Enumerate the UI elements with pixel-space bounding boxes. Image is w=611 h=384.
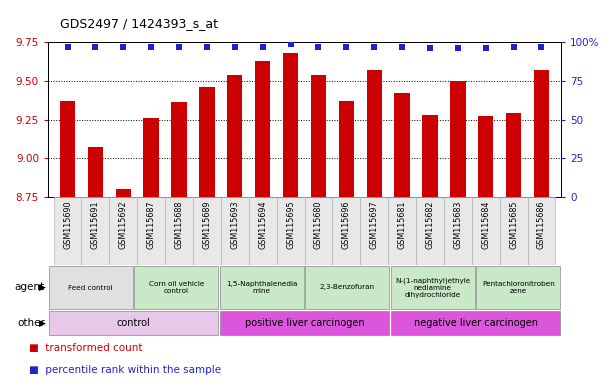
Text: GSM115688: GSM115688 xyxy=(175,200,183,249)
Text: GSM115687: GSM115687 xyxy=(147,200,156,249)
Bar xyxy=(478,116,494,384)
Bar xyxy=(367,70,382,384)
Point xyxy=(342,43,351,50)
Bar xyxy=(109,197,137,265)
Text: GSM115682: GSM115682 xyxy=(425,200,434,249)
Text: GSM115683: GSM115683 xyxy=(453,200,463,249)
Bar xyxy=(88,147,103,384)
Point xyxy=(146,43,156,50)
Text: GSM115685: GSM115685 xyxy=(509,200,518,249)
Point xyxy=(536,43,546,50)
Text: GSM115686: GSM115686 xyxy=(537,200,546,249)
Bar xyxy=(283,53,298,384)
Bar xyxy=(305,266,389,309)
Bar xyxy=(255,61,270,384)
Text: GSM115693: GSM115693 xyxy=(230,200,240,249)
Text: GSM115692: GSM115692 xyxy=(119,200,128,249)
Bar xyxy=(60,101,75,384)
Text: GSM115696: GSM115696 xyxy=(342,200,351,249)
Bar xyxy=(534,70,549,384)
Point xyxy=(369,43,379,50)
Bar xyxy=(388,197,416,265)
Bar xyxy=(422,115,437,384)
Text: GSM115684: GSM115684 xyxy=(481,200,490,249)
Bar xyxy=(444,197,472,265)
Bar xyxy=(137,197,165,265)
Text: control: control xyxy=(117,318,150,328)
Text: ▶: ▶ xyxy=(39,318,46,328)
Text: ■  transformed count: ■ transformed count xyxy=(29,343,142,353)
Bar xyxy=(360,197,388,265)
Text: agent: agent xyxy=(15,283,45,293)
Point xyxy=(174,43,184,50)
Text: GSM115690: GSM115690 xyxy=(63,200,72,249)
Bar xyxy=(277,197,304,265)
Point xyxy=(313,43,323,50)
Bar xyxy=(134,266,218,309)
Text: Corn oil vehicle
control: Corn oil vehicle control xyxy=(148,281,204,294)
Text: ■  percentile rank within the sample: ■ percentile rank within the sample xyxy=(29,365,221,375)
Text: N-(1-naphthyl)ethyle
nediamine
dihydrochloride: N-(1-naphthyl)ethyle nediamine dihydroch… xyxy=(395,277,470,298)
Text: 1,5-Naphthalenedia
mine: 1,5-Naphthalenedia mine xyxy=(226,281,298,294)
Bar xyxy=(81,197,109,265)
Bar xyxy=(219,266,304,309)
Text: GSM115680: GSM115680 xyxy=(314,200,323,249)
Bar xyxy=(390,311,560,336)
Bar xyxy=(48,311,218,336)
Bar xyxy=(311,74,326,384)
Bar xyxy=(165,197,193,265)
Point xyxy=(90,43,100,50)
Text: GSM115681: GSM115681 xyxy=(398,200,406,249)
Point xyxy=(286,40,296,46)
Bar xyxy=(171,103,187,384)
Bar xyxy=(476,266,560,309)
Bar xyxy=(416,197,444,265)
Bar xyxy=(395,93,410,384)
Bar xyxy=(199,87,214,384)
Text: 2,3-Benzofuran: 2,3-Benzofuran xyxy=(320,285,375,291)
Bar xyxy=(450,81,466,384)
Bar xyxy=(221,197,249,265)
Bar xyxy=(219,311,389,336)
Bar xyxy=(193,197,221,265)
Text: GSM115695: GSM115695 xyxy=(286,200,295,249)
Text: Feed control: Feed control xyxy=(68,285,113,291)
Text: Pentachloronitroben
zene: Pentachloronitroben zene xyxy=(482,281,555,294)
Bar xyxy=(227,74,243,384)
Text: negative liver carcinogen: negative liver carcinogen xyxy=(414,318,538,328)
Text: positive liver carcinogen: positive liver carcinogen xyxy=(244,318,364,328)
Bar xyxy=(144,118,159,384)
Text: GSM115694: GSM115694 xyxy=(258,200,267,249)
Bar xyxy=(54,197,81,265)
Point xyxy=(397,43,407,50)
Text: GSM115697: GSM115697 xyxy=(370,200,379,249)
Bar xyxy=(115,189,131,384)
Point xyxy=(481,45,491,51)
Point xyxy=(202,43,212,50)
Point xyxy=(258,43,268,50)
Point xyxy=(119,43,128,50)
Point xyxy=(453,45,463,51)
Bar xyxy=(390,266,475,309)
Bar xyxy=(338,101,354,384)
Point xyxy=(230,43,240,50)
Text: GSM115691: GSM115691 xyxy=(91,200,100,249)
Bar xyxy=(472,197,500,265)
Point xyxy=(509,43,519,50)
Bar xyxy=(304,197,332,265)
Bar xyxy=(332,197,360,265)
Bar xyxy=(527,197,555,265)
Bar xyxy=(506,113,521,384)
Bar xyxy=(48,266,133,309)
Text: GDS2497 / 1424393_s_at: GDS2497 / 1424393_s_at xyxy=(60,18,218,30)
Text: other: other xyxy=(17,318,45,328)
Point xyxy=(63,43,73,50)
Bar xyxy=(249,197,277,265)
Text: GSM115689: GSM115689 xyxy=(202,200,211,249)
Text: ▶: ▶ xyxy=(39,283,46,292)
Bar xyxy=(500,197,527,265)
Point xyxy=(425,45,435,51)
